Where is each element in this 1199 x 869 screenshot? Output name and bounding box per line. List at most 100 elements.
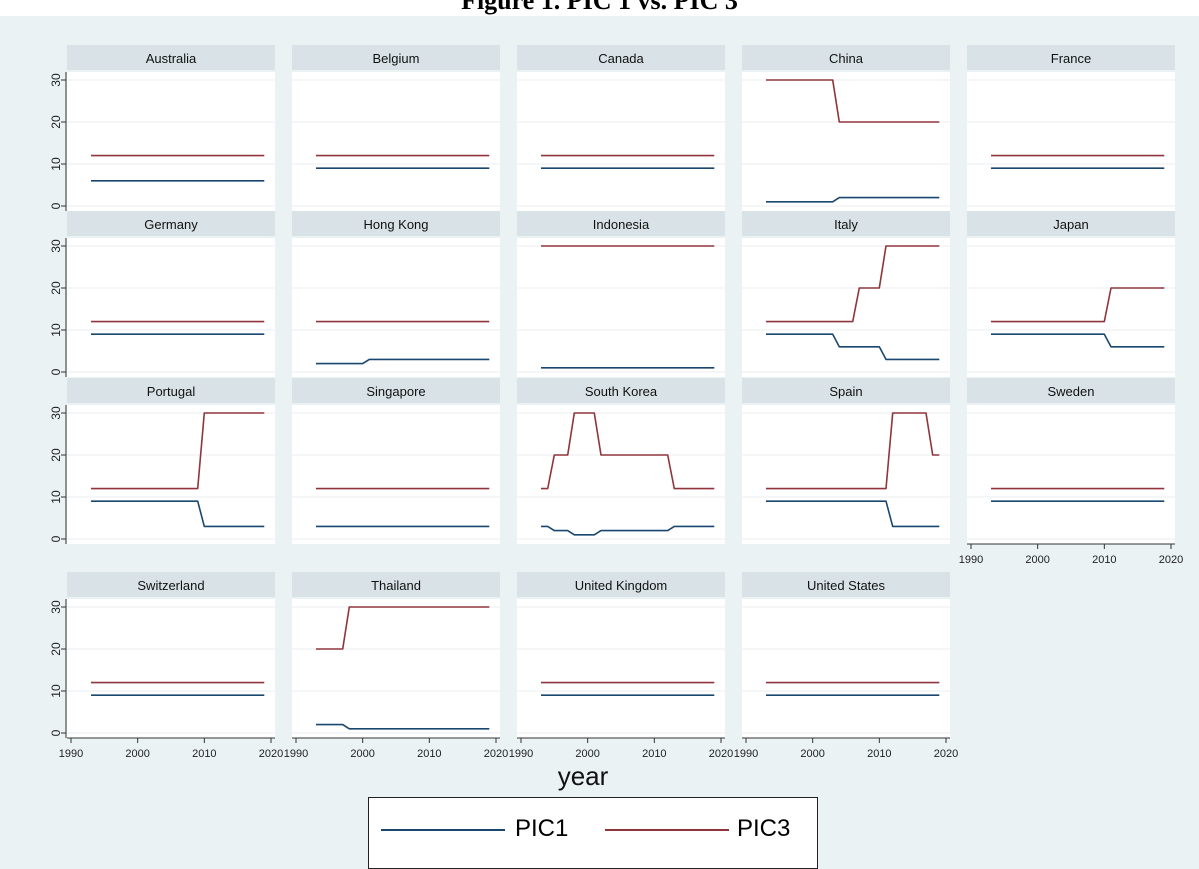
series-line-pic3-portugal <box>91 412 265 490</box>
panel-title-portugal: Portugal <box>147 384 196 399</box>
panel-header <box>67 378 275 403</box>
legend-label-pic1: PIC1 <box>515 815 569 842</box>
panel-united-states: United States 1990 2000 2010 2020 <box>734 572 958 760</box>
panel-header <box>292 211 500 236</box>
panel-title-south-korea: South Korea <box>585 384 658 399</box>
x-axis-title: year <box>558 761 609 791</box>
y-tick-label: 30 <box>49 406 63 420</box>
panel-header <box>517 572 725 597</box>
panel-canada: Canada <box>517 45 725 211</box>
plot-area <box>67 405 275 544</box>
y-tick-label: 0 <box>49 729 63 736</box>
x-tick-label: 2020 <box>709 748 733 760</box>
panel-title-sweden: Sweden <box>1048 384 1095 399</box>
panel-header <box>292 572 500 597</box>
figure-title: Figure 1. PIC 1 vs. PIC 3 <box>461 0 738 15</box>
x-tick-label: 1990 <box>734 748 758 760</box>
x-tick-label: 1990 <box>509 748 533 760</box>
plot-area <box>742 599 950 738</box>
panel-header <box>292 378 500 403</box>
plot-area <box>292 599 500 738</box>
panel-title-singapore: Singapore <box>366 384 425 399</box>
x-tick-label: 2000 <box>350 748 374 760</box>
panel-singapore: Singapore <box>292 378 500 544</box>
y-tick-label: 20 <box>49 642 63 656</box>
panel-header <box>742 572 950 597</box>
panel-south-korea: South Korea <box>517 378 725 544</box>
panel-germany: Germany 0 10 20 30 <box>49 211 275 377</box>
x-tick-label: 2000 <box>800 748 824 760</box>
x-tick-label: 2010 <box>867 748 891 760</box>
panel-header <box>67 45 275 70</box>
series-line-pic3-south-korea <box>541 412 715 490</box>
panel-indonesia: Indonesia <box>517 211 725 377</box>
panel-title-france: France <box>1051 51 1091 66</box>
series-line-pic1-spain <box>766 500 940 528</box>
panel-title-thailand: Thailand <box>371 578 421 593</box>
panel-header <box>517 211 725 236</box>
x-tick-label: 1990 <box>959 554 983 566</box>
y-tick-label: 30 <box>49 73 63 87</box>
x-tick-label: 2020 <box>1159 554 1183 566</box>
panel-france: France <box>967 45 1175 211</box>
panel-hong-kong: Hong Kong <box>292 211 500 377</box>
plot-area <box>517 238 725 377</box>
series-line-pic3-japan <box>991 287 1165 323</box>
plot-area <box>517 405 725 544</box>
plot-area <box>742 72 950 211</box>
panel-italy: Italy <box>742 211 950 377</box>
x-tick-label: 2000 <box>1025 554 1049 566</box>
panel-header <box>292 45 500 70</box>
y-tick-label: 20 <box>49 281 63 295</box>
panel-japan: Japan <box>967 211 1175 377</box>
y-tick-label: 20 <box>49 448 63 462</box>
y-tick-label: 10 <box>49 684 63 698</box>
plot-area <box>742 238 950 377</box>
panel-title-australia: Australia <box>146 51 197 66</box>
panel-spain: Spain <box>742 378 950 544</box>
panel-header <box>742 378 950 403</box>
plot-area <box>517 599 725 738</box>
panel-header <box>67 572 275 597</box>
series-line-pic1-japan <box>991 333 1165 348</box>
x-tick-label: 2000 <box>125 748 149 760</box>
panel-title-germany: Germany <box>144 217 198 232</box>
x-tick-label: 2020 <box>259 748 283 760</box>
plot-area <box>67 238 275 377</box>
panel-sweden: Sweden 1990 2000 2010 2020 <box>959 378 1183 566</box>
series-line-pic1-hong-kong <box>316 358 490 365</box>
plot-area <box>742 405 950 544</box>
panel-switzerland: Switzerland 0 10 20 30 1990 2000 2010 2020 <box>49 572 283 760</box>
panel-title-china: China <box>829 51 864 66</box>
series-line-pic3-italy <box>766 245 940 323</box>
panel-title-switzerland: Switzerland <box>137 578 204 593</box>
series-line-pic3-spain <box>766 412 940 490</box>
y-tick-label: 10 <box>49 323 63 337</box>
plot-area <box>967 405 1175 544</box>
legend-line-pic3 <box>605 829 729 831</box>
x-tick-label: 2020 <box>934 748 958 760</box>
panel-header <box>517 45 725 70</box>
panel-title-japan: Japan <box>1053 217 1088 232</box>
x-tick-label: 1990 <box>284 748 308 760</box>
panel-portugal: Portugal 0 10 20 30 <box>49 378 275 544</box>
panel-title-spain: Spain <box>829 384 862 399</box>
y-tick-label: 0 <box>49 535 63 542</box>
panel-header <box>67 211 275 236</box>
series-line-pic3-thailand <box>316 606 490 650</box>
panel-united-kingdom: United Kingdom 1990 2000 2010 2020 <box>509 572 733 760</box>
y-tick-label: 0 <box>49 368 63 375</box>
panel-title-united-kingdom: United Kingdom <box>575 578 668 593</box>
panel-header <box>967 378 1175 403</box>
series-line-pic3-china <box>766 79 940 123</box>
y-tick-label: 10 <box>49 157 63 171</box>
y-tick-label: 10 <box>49 490 63 504</box>
y-tick-label: 0 <box>49 202 63 209</box>
plot-area <box>967 238 1175 377</box>
panel-thailand: Thailand 1990 2000 2010 2020 <box>284 572 508 760</box>
x-tick-label: 2010 <box>417 748 441 760</box>
x-tick-label: 2010 <box>642 748 666 760</box>
x-tick-label: 2010 <box>192 748 216 760</box>
y-tick-label: 20 <box>49 115 63 129</box>
